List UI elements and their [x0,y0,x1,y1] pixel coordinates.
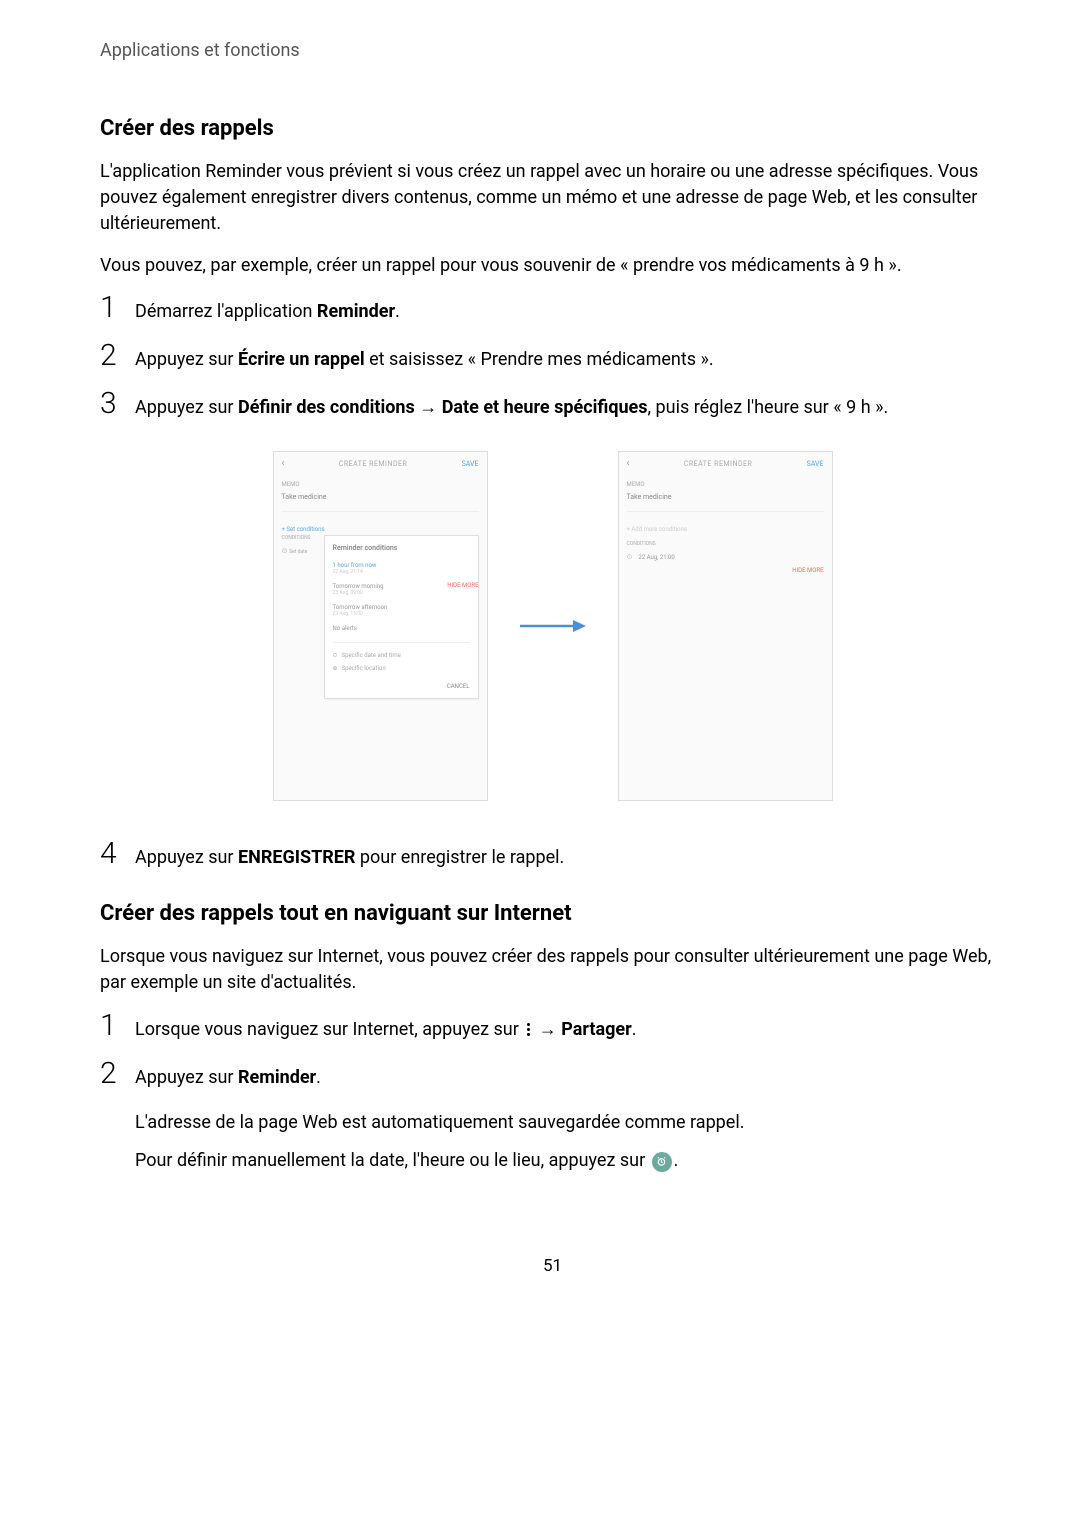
arrow-icon [518,616,588,636]
sub-paragraph: Pour définir manuellement la date, l'heu… [135,1147,1005,1176]
step-content: Démarrez l'application Reminder. [135,295,1005,325]
add-conditions: + Add more conditions [627,526,824,533]
page-number: 51 [100,1256,1005,1276]
step-content: Appuyez sur Reminder. [135,1061,1005,1091]
date-condition: ⊙ 22 Aug, 21:00 [627,549,824,565]
conditions-label: CONDITIONS [627,541,824,547]
section-heading-1: Créer des rappels [100,116,1005,141]
screenshots-row: ‹ CREATE REMINDER SAVE MEMO Take medicin… [100,451,1005,801]
step-number: 1 [100,1011,135,1041]
step-number: 3 [100,389,135,419]
memo-value: Take medicine [282,490,479,512]
document-page: Applications et fonctions Créer des rapp… [0,0,1080,1336]
paragraph: Lorsque vous naviguez sur Internet, vous… [100,944,1005,996]
popup-option: No alerts [333,621,470,636]
step-2: 2 Appuyez sur Écrire un rappel et saisis… [100,343,1005,373]
step-content: Lorsque vous naviguez sur Internet, appu… [135,1013,1005,1043]
clock-icon: ⊙ Set date [282,547,324,555]
clock-icon: ⊙ [627,553,633,561]
set-conditions: + Set conditions [282,526,479,533]
popup-title: Reminder conditions [333,544,470,552]
screen-title: CREATE REMINDER [684,460,753,468]
save-label: SAVE [462,460,479,468]
step-number: 4 [100,839,135,869]
conditions-label: CONDITIONS [282,535,324,541]
step-number: 2 [100,1059,135,1089]
screen-title: CREATE REMINDER [339,460,408,468]
phone-screenshot-right: ‹ CREATE REMINDER SAVE MEMO Take medicin… [618,451,833,801]
sub-paragraph: L'adresse de la page Web est automatique… [135,1109,1005,1138]
step-1: 1 Démarrez l'application Reminder. [100,295,1005,325]
step-4: 4 Appuyez sur ENREGISTRER pour enregistr… [100,841,1005,871]
save-label: SAVE [807,460,824,468]
back-icon: ‹ [282,458,285,469]
reminder-circle-icon [652,1152,672,1172]
memo-value: Take medicine [627,490,824,512]
clock-icon: ⊙ [333,652,338,659]
breadcrumb: Applications et fonctions [100,40,1005,61]
popup-option: 1 hour from now 22 Aug, 21:14 [333,558,470,579]
step-content: Appuyez sur ENREGISTRER pour enregistrer… [135,841,1005,871]
step-content: Appuyez sur Définir des conditions → Dat… [135,391,1005,421]
specific-location-option: ⊕ Specific location [333,662,470,675]
section-heading-2: Créer des rappels tout en naviguant sur … [100,901,1005,926]
specific-date-option: ⊙ Specific date and time [333,649,470,662]
paragraph: Vous pouvez, par exemple, créer un rappe… [100,253,1005,279]
step-number: 2 [100,341,135,371]
step-number: 1 [100,293,135,323]
step-3: 3 Appuyez sur Définir des conditions → D… [100,391,1005,421]
paragraph: L'application Reminder vous prévient si … [100,159,1005,237]
more-icon [527,1023,530,1036]
memo-label: MEMO [627,481,824,488]
step-content: Appuyez sur Écrire un rappel et saisisse… [135,343,1005,373]
hide-more: HIDE MORE [447,582,478,589]
back-icon: ‹ [627,458,630,469]
location-icon: ⊕ [333,665,338,672]
popup-option: Tomorrow afternoon 23 Aug, 15:00 [333,600,470,621]
step-2b: 2 Appuyez sur Reminder. [100,1061,1005,1091]
memo-label: MEMO [282,481,479,488]
step-1b: 1 Lorsque vous naviguez sur Internet, ap… [100,1013,1005,1043]
hide-more: HIDE MORE [627,567,824,574]
cancel-button: CANCEL [333,683,470,690]
conditions-popup: Reminder conditions 1 hour from now 22 A… [324,535,479,699]
phone-screenshot-left: ‹ CREATE REMINDER SAVE MEMO Take medicin… [273,451,488,801]
